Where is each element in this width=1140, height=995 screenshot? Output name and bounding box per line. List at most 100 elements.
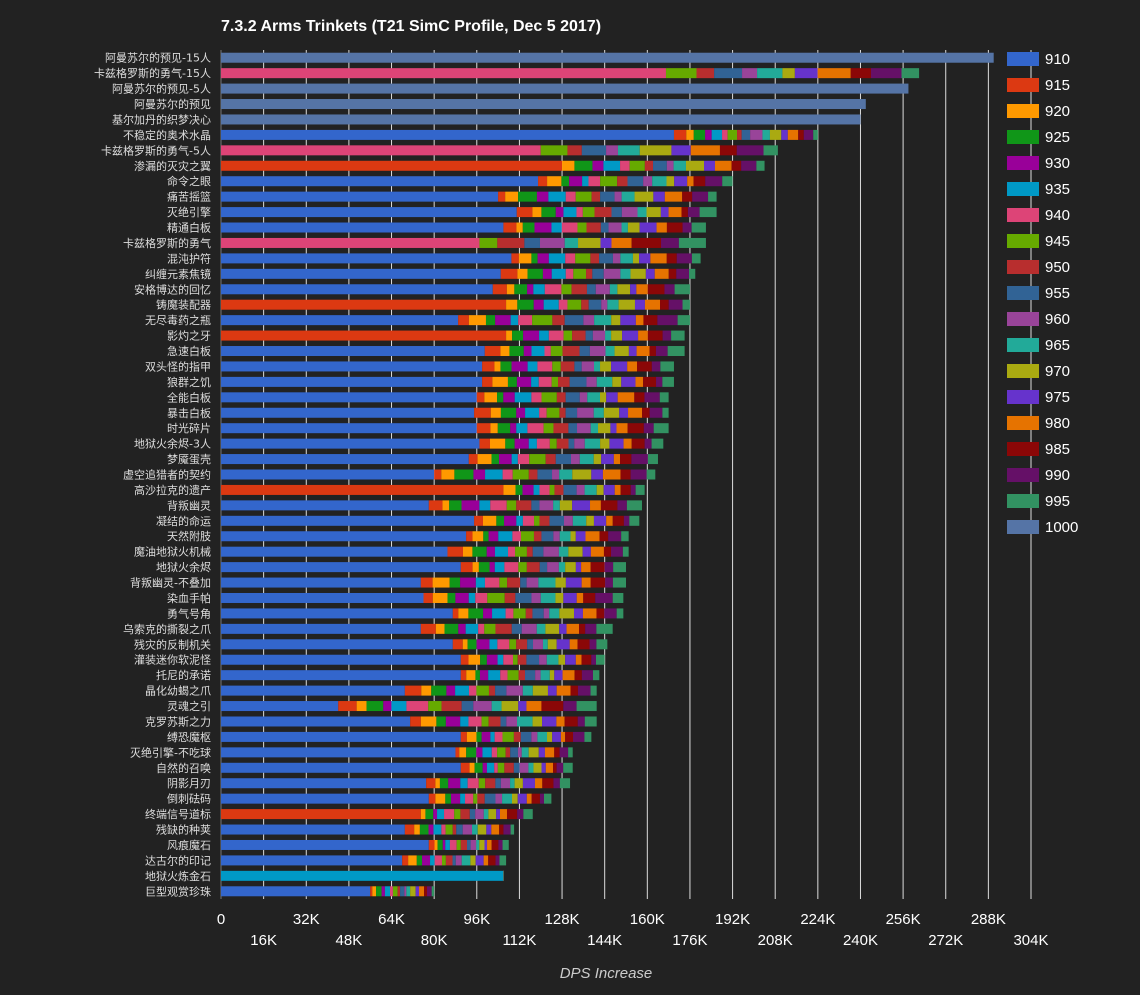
bar-segment — [616, 423, 628, 434]
bar-segment — [221, 839, 429, 850]
bar-segment — [575, 562, 582, 573]
bar-segment — [468, 716, 482, 727]
bar-segment — [543, 299, 559, 310]
bar-segment — [462, 639, 468, 650]
category-label: 勇气号角 — [167, 606, 211, 620]
bar-segment — [485, 315, 496, 326]
bar-segment — [552, 469, 560, 480]
bar-segment — [579, 346, 590, 357]
bar-segment — [566, 623, 580, 634]
bar-segment — [526, 577, 539, 588]
bar-segment — [221, 870, 504, 881]
bar-segment — [545, 454, 556, 465]
legend-label: 975 — [1045, 389, 1070, 406]
category-label: 地狱火余烬-3人 — [134, 437, 211, 451]
bar-segment — [484, 577, 500, 588]
x-tick-label: 16K — [250, 932, 277, 949]
bar-segment — [565, 253, 576, 264]
bar-segment — [666, 176, 675, 187]
bar-segment — [568, 747, 573, 758]
bar-segment — [544, 747, 555, 758]
bar-segment — [510, 315, 519, 326]
bar-segment — [511, 623, 522, 634]
bar-segment — [539, 654, 547, 665]
bar-segment — [469, 809, 476, 820]
bar-segment — [642, 407, 650, 418]
bar-segment — [629, 515, 640, 526]
bar-segment — [475, 809, 484, 820]
bar-segment — [668, 268, 677, 279]
bar-segment — [472, 562, 479, 573]
bar-segment — [570, 685, 578, 696]
bar-segment — [737, 129, 742, 140]
bar-segment — [370, 886, 373, 897]
category-label: 高沙拉克的遗产 — [134, 483, 211, 497]
bar-segment — [470, 839, 477, 850]
bar-segment — [553, 531, 560, 542]
bar-segment — [605, 330, 612, 341]
bar-segment — [586, 515, 594, 526]
category-label: 巨型观赏珍珠 — [145, 884, 211, 898]
bar-segment — [460, 778, 468, 789]
bar-segment — [547, 639, 557, 650]
bar-segment — [621, 191, 635, 202]
legend-label: 1000 — [1045, 519, 1078, 536]
legend-label: 995 — [1045, 493, 1070, 510]
category-label: 灵魂之引 — [167, 699, 211, 713]
bar-segment — [556, 639, 570, 650]
category-label: 染血手帕 — [167, 591, 211, 605]
bar-segment — [504, 762, 514, 773]
bar-segment — [579, 623, 586, 634]
category-label: 背叛幽灵 — [167, 498, 211, 512]
bar-segment — [221, 438, 480, 449]
legend-label: 935 — [1045, 181, 1070, 198]
bar-segment — [547, 731, 553, 742]
legend-label: 970 — [1045, 363, 1070, 380]
bar-segment — [647, 454, 658, 465]
legend-swatch — [1007, 338, 1039, 352]
bar-segment — [525, 670, 536, 681]
category-label: 终端信号道标 — [145, 807, 211, 821]
bar-segment — [383, 701, 392, 712]
bar-segment — [731, 160, 742, 171]
bar-segment — [477, 824, 487, 835]
bar-segment — [611, 207, 622, 218]
bar-segment — [534, 515, 540, 526]
bar-segment — [577, 716, 585, 727]
bar-segment — [560, 731, 566, 742]
bar-segment — [620, 253, 633, 264]
bar-segment — [634, 299, 645, 310]
bar-segment — [575, 531, 586, 542]
bar-segment — [676, 268, 690, 279]
bar-segment — [428, 824, 434, 835]
bar-segment — [513, 731, 521, 742]
bar-segment — [502, 793, 512, 804]
bar-segment — [536, 623, 546, 634]
bar-segment — [522, 685, 533, 696]
bar-segment — [562, 346, 580, 357]
bar-segment — [221, 253, 512, 264]
category-label: 命令之眼 — [167, 174, 211, 188]
bar-segment — [449, 839, 457, 850]
bar-segment — [512, 469, 529, 480]
bar-segment — [561, 284, 572, 295]
bar-segment — [617, 284, 631, 295]
bar-segment — [532, 608, 544, 619]
bar-segment — [221, 886, 371, 897]
bar-segment — [599, 253, 613, 264]
bar-segment — [455, 685, 469, 696]
bar-segment — [528, 438, 537, 449]
bar-segment — [498, 839, 503, 850]
bar-segment — [671, 330, 685, 341]
bar-segment — [483, 855, 489, 866]
bar-segment — [588, 299, 602, 310]
bar-segment — [614, 191, 622, 202]
bar-segment — [482, 747, 492, 758]
bar-segment — [722, 176, 733, 187]
bar-segment — [558, 376, 570, 387]
bar-segment — [503, 222, 517, 233]
bar-segment — [532, 716, 543, 727]
bar-segment — [419, 886, 425, 897]
bar-segment — [554, 670, 563, 681]
bar-segment — [691, 253, 701, 264]
